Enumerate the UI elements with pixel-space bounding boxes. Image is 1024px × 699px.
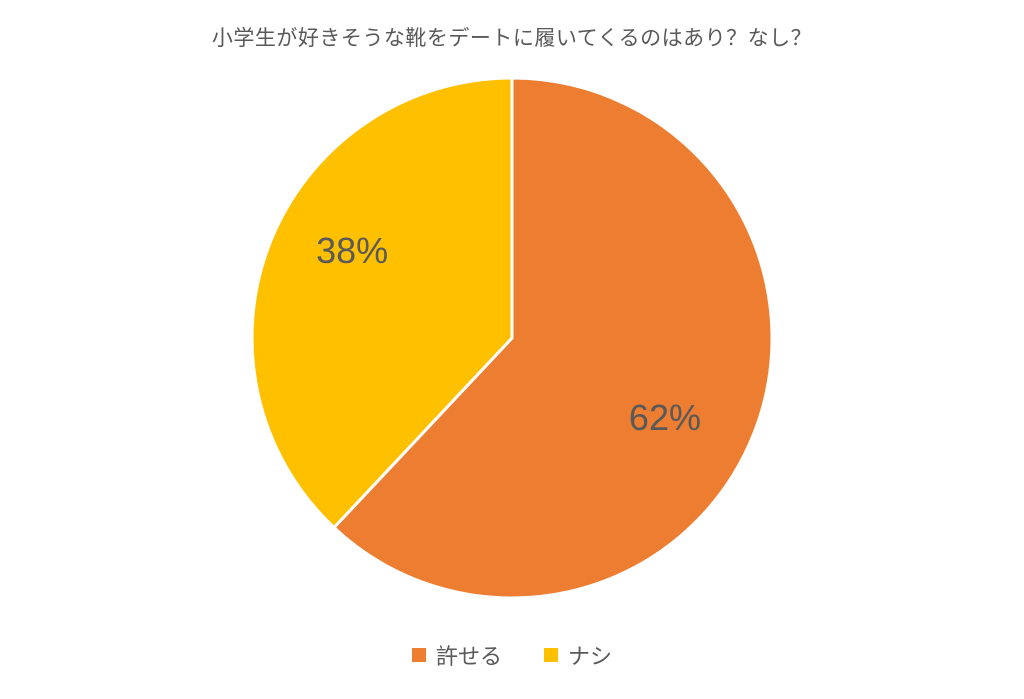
pie-svg: 62% 38%	[252, 78, 772, 598]
legend-swatch-1	[544, 648, 558, 662]
pie-slices-group	[252, 78, 772, 598]
legend-label-0: 許せる	[436, 639, 502, 671]
legend-item-0: 許せる	[412, 639, 502, 671]
legend-item-1: ナシ	[544, 639, 612, 671]
pie-chart-container: 小学生が好きそうな靴をデートに履いてくるのはあり？なし？ 62% 38% 許せる …	[0, 0, 1024, 699]
pie-slice-label-1: 38%	[316, 230, 388, 271]
legend-label-1: ナシ	[568, 639, 612, 671]
legend-swatch-0	[412, 648, 426, 662]
pie-plot-area: 62% 38%	[252, 78, 772, 598]
chart-title: 小学生が好きそうな靴をデートに履いてくるのはあり？なし？	[0, 22, 1024, 52]
pie-slice-label-0: 62%	[629, 397, 701, 438]
legend: 許せる ナシ	[0, 639, 1024, 671]
